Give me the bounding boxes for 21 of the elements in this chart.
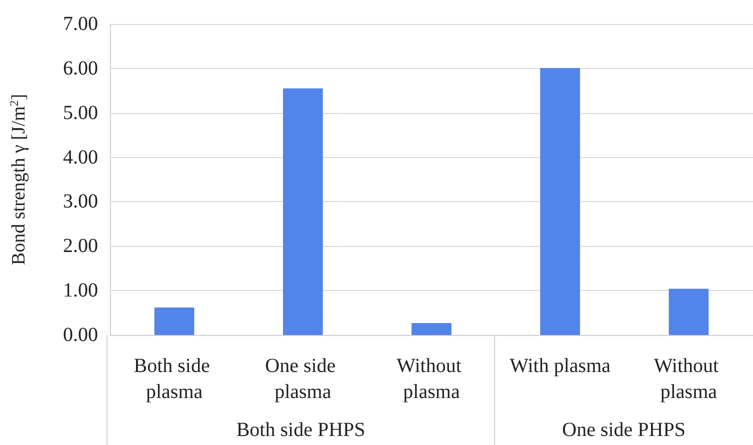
- y-axis-title: Bond strength γ [J/m2]: [7, 94, 30, 266]
- y-tick-label: 6.00: [63, 57, 98, 80]
- y-tick-label: 1.00: [63, 280, 98, 302]
- x-tick-label: Without plasma: [396, 355, 466, 403]
- x-tick-label: With plasma: [510, 355, 611, 377]
- text: One side PHPS: [562, 419, 686, 441]
- bar: [540, 68, 580, 335]
- y-tick-label: 5.00: [63, 102, 98, 124]
- y-tick-label: 7.00: [63, 13, 98, 35]
- text: Both side PHPS: [236, 419, 366, 441]
- bar: [412, 323, 452, 335]
- y-tick-label: 3.00: [63, 190, 98, 213]
- bar: [154, 307, 194, 335]
- bar: [282, 88, 323, 335]
- y-tick-label: 4.00: [63, 146, 98, 168]
- x-tick-label: One side plasma: [265, 355, 341, 403]
- y-tick-label: 0.00: [63, 324, 98, 346]
- x-tick-label: Both side plasma: [134, 355, 215, 403]
- x-tick-label: Without plasma: [654, 355, 724, 403]
- y-tick-label: 2.00: [63, 235, 98, 258]
- bar: [668, 288, 709, 335]
